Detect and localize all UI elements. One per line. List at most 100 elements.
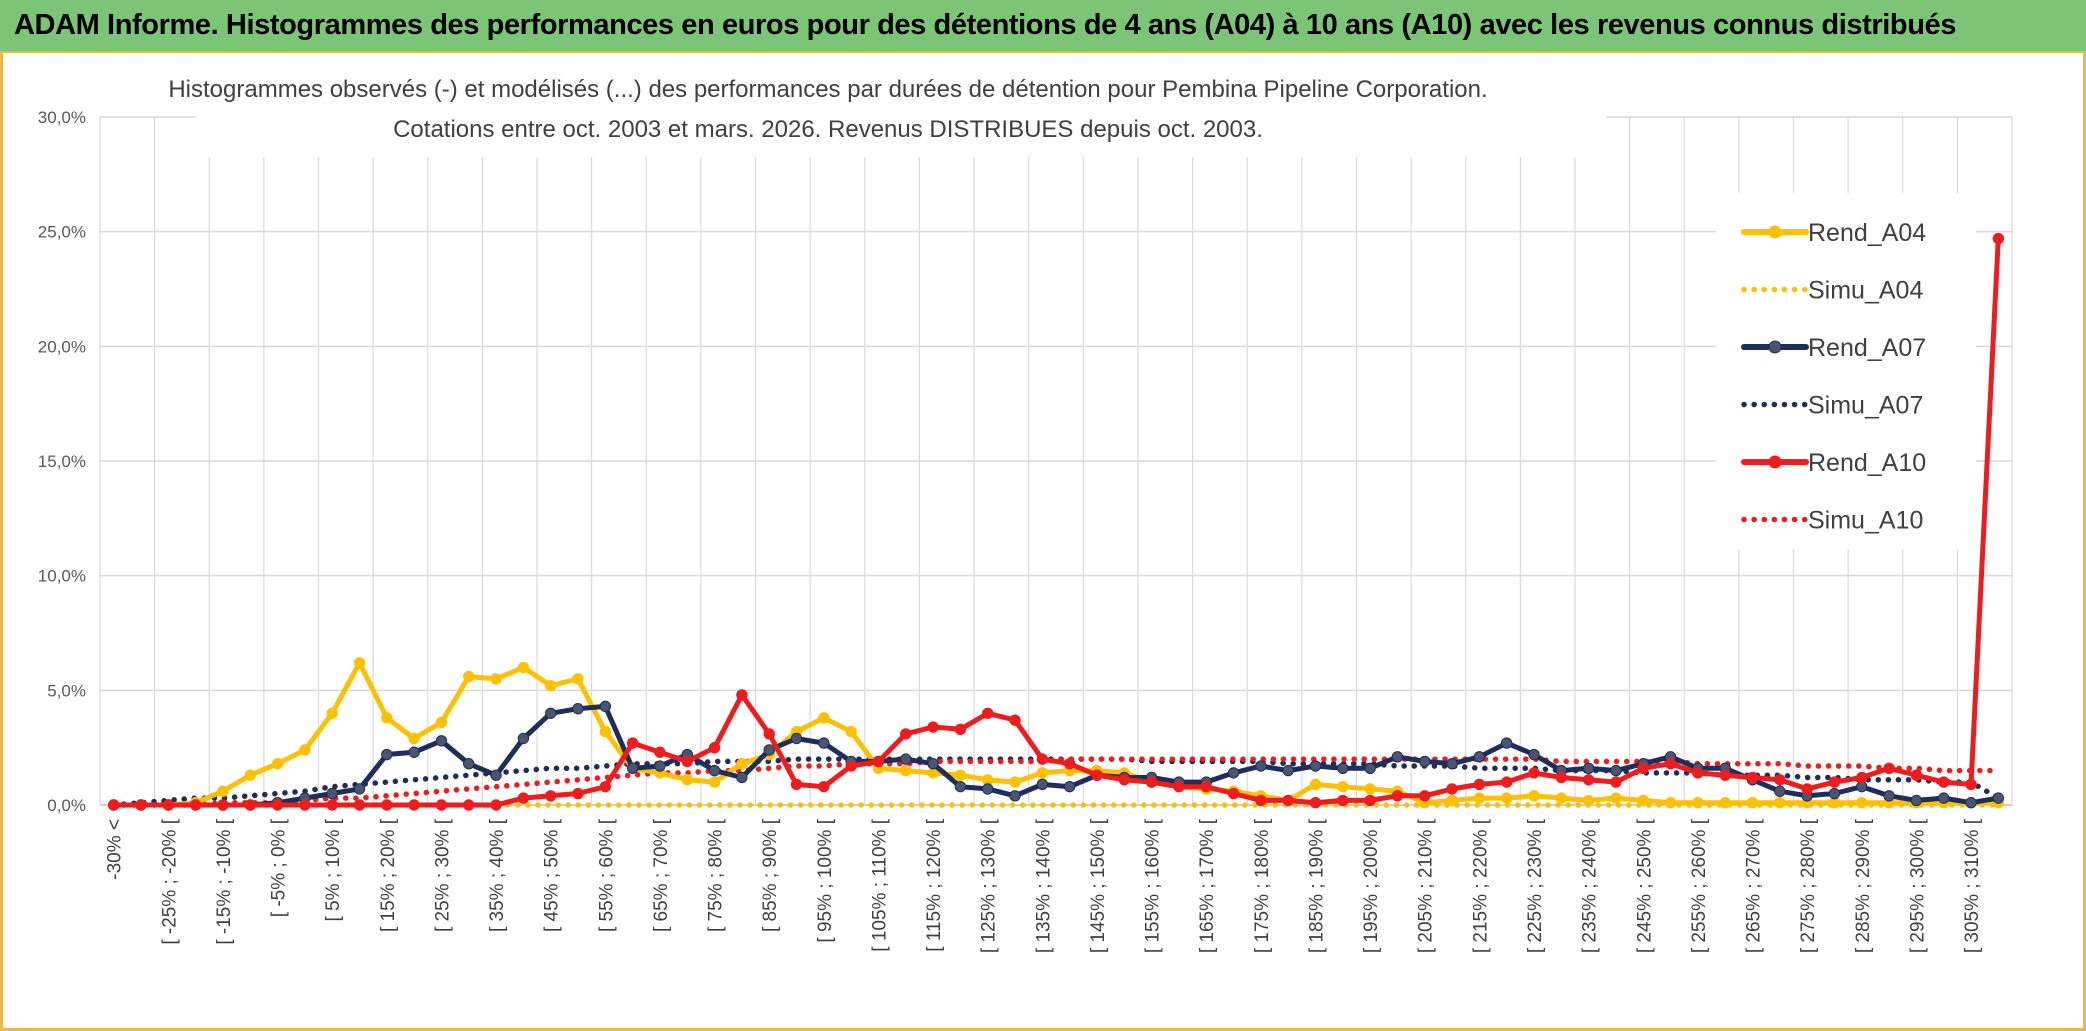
data-point (654, 746, 666, 758)
data-point (517, 661, 530, 674)
legend-marker (1768, 455, 1782, 469)
data-point (1692, 767, 1704, 779)
data-point (1610, 764, 1622, 777)
data-point (1446, 783, 1458, 795)
data-point (818, 737, 830, 749)
data-point (408, 746, 420, 758)
data-point (1828, 776, 1841, 788)
data-point (1227, 787, 1240, 800)
x-tick-label: [ 235% ; 240% [ (1580, 818, 1601, 953)
data-point (1910, 769, 1923, 781)
data-point (626, 737, 639, 749)
data-point (217, 785, 229, 797)
data-point (1582, 774, 1595, 786)
x-tick-label: [ 265% ; 270% [ (1744, 818, 1765, 953)
data-point (1883, 762, 1895, 775)
x-tick-label: [ 305% ; 310% [ (1962, 818, 1983, 953)
subtitle-background (196, 67, 1606, 157)
data-point (1938, 776, 1950, 788)
data-point (599, 780, 612, 793)
data-point (1036, 753, 1049, 765)
data-point (1637, 794, 1649, 807)
data-point (244, 799, 256, 811)
data-point (1446, 758, 1458, 770)
x-tick-label: [ 135% ; 140% [ (1033, 818, 1054, 953)
series-line-simu_a10 (110, 756, 2002, 808)
data-point (408, 799, 420, 811)
data-point (326, 787, 338, 800)
data-point (353, 799, 366, 811)
data-point (681, 774, 693, 786)
x-tick-label: [ 195% ; 200% [ (1361, 818, 1382, 953)
data-point (1063, 780, 1076, 793)
data-point (1391, 790, 1404, 802)
data-point (1610, 792, 1622, 804)
data-point (435, 735, 448, 747)
data-point (1856, 797, 1868, 809)
data-point (1774, 785, 1786, 797)
data-point (1173, 780, 1185, 793)
data-point (1528, 767, 1540, 779)
data-point (1446, 794, 1458, 807)
data-point (1255, 760, 1267, 772)
data-point (982, 707, 994, 719)
data-point (1009, 776, 1021, 788)
legend-label: Simu_A07 (1808, 392, 1923, 420)
data-point (927, 758, 939, 770)
x-tick-label: [ 175% ; 180% [ (1252, 818, 1273, 953)
data-point (353, 783, 366, 795)
data-point (1255, 794, 1267, 807)
data-point (572, 702, 584, 715)
data-point (1500, 776, 1513, 788)
x-tick-label: [ 185% ; 190% [ (1306, 818, 1327, 953)
data-point (1910, 794, 1923, 807)
data-point (435, 716, 448, 729)
x-tick-label: [ 255% ; 260% [ (1689, 818, 1710, 953)
data-point (1473, 778, 1486, 791)
x-tick-label: [ 65% ; 70% [ (651, 818, 672, 932)
data-point (1337, 794, 1349, 807)
data-point (954, 769, 967, 781)
data-point (708, 741, 721, 754)
y-axis: 0,0% 5,0% 10,0% 15,0% 20,0% 25,0% 30,0% (38, 108, 86, 815)
data-point (572, 673, 584, 685)
x-tick-label: [ -5% ; 0% [ (269, 818, 290, 917)
x-tick-label: [ 105% ; 110% [ (869, 818, 890, 951)
data-point (1528, 790, 1540, 802)
data-point (1473, 792, 1486, 804)
data-point (1036, 767, 1049, 779)
data-point (790, 778, 803, 791)
data-point (818, 780, 830, 793)
chart-canvas: Histogrammes observés (-) et modélisés (… (38, 67, 2013, 953)
series-line-simu_a07 (110, 756, 2002, 808)
legend-item: Simu_A04 (1741, 277, 1923, 305)
data-point (1938, 792, 1950, 804)
data-point (271, 799, 284, 811)
series-line-rend_a04 (111, 660, 2001, 808)
data-point (1091, 769, 1103, 781)
data-point (626, 762, 639, 775)
series-line-rend_a10 (111, 236, 2001, 808)
data-point (845, 760, 857, 772)
data-point (1856, 771, 1868, 784)
y-tick-label: 10,0% (38, 567, 86, 586)
data-point (900, 753, 912, 765)
data-point (736, 771, 748, 784)
x-tick-label: [ 25% ; 30% [ (432, 818, 453, 932)
data-point (790, 732, 803, 745)
x-tick-label: [ 95% ; 100% [ (815, 818, 836, 942)
data-point (708, 776, 721, 788)
data-point (326, 799, 338, 811)
data-point (381, 712, 393, 724)
x-tick-label: [ 145% ; 150% [ (1088, 818, 1109, 953)
legend-label: Simu_A04 (1808, 277, 1923, 305)
data-point (544, 707, 557, 719)
data-point (1582, 762, 1595, 775)
subtitle-line: Cotations entre oct. 2003 et mars. 2026.… (393, 116, 1263, 143)
data-point (463, 670, 475, 683)
x-tick-label: [ -15% ; -10% [ (214, 818, 235, 944)
legend-item: Rend_A10 (1741, 449, 1926, 477)
data-point (1992, 792, 2005, 804)
data-point (927, 721, 939, 733)
data-point (763, 728, 775, 740)
